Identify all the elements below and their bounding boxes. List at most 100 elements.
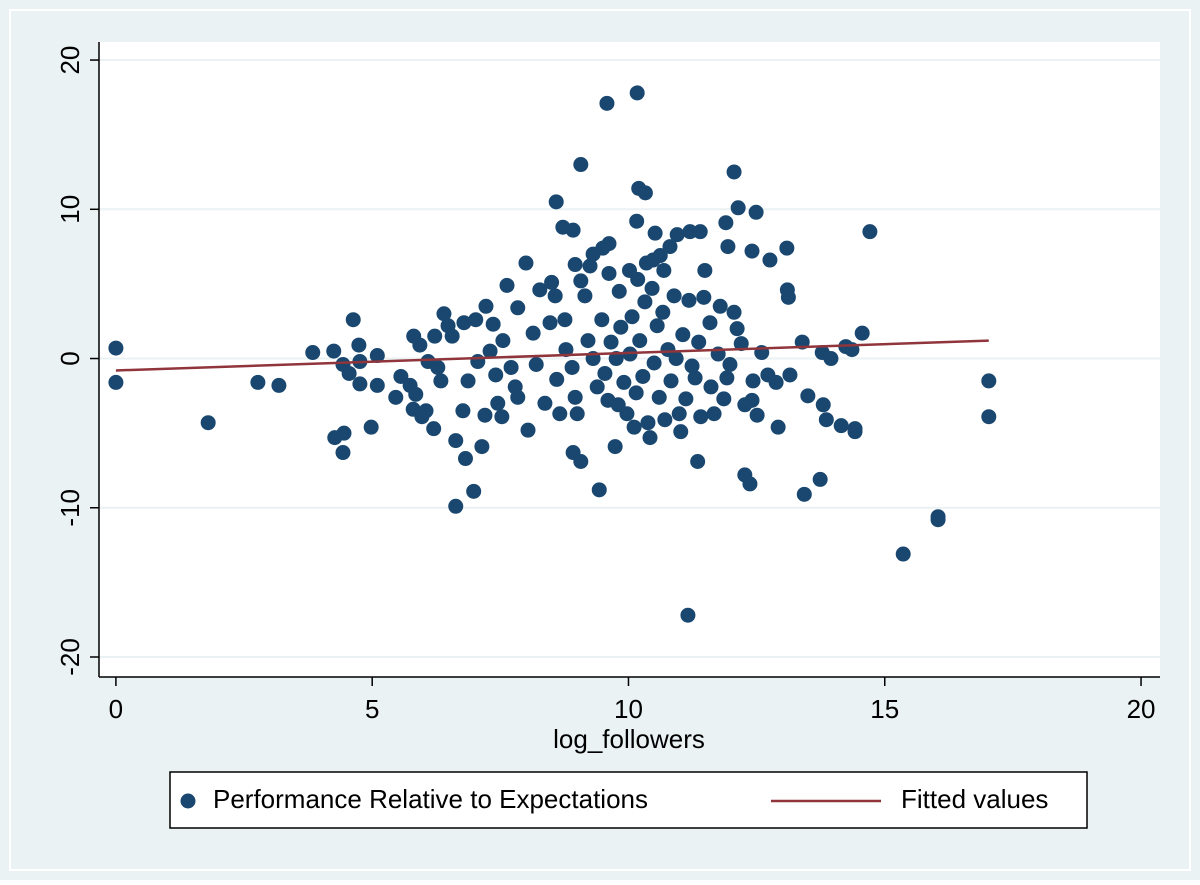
point	[108, 340, 124, 356]
point	[684, 358, 700, 374]
point	[250, 374, 266, 390]
point	[599, 95, 615, 111]
point	[818, 412, 834, 428]
point	[663, 373, 679, 389]
point	[466, 483, 482, 499]
point	[780, 289, 796, 305]
point	[619, 406, 635, 422]
y-tick-label: 0	[55, 351, 85, 365]
point	[668, 351, 684, 367]
point	[580, 333, 596, 349]
point	[768, 374, 784, 390]
y-tick-label: 10	[55, 195, 85, 224]
point	[495, 333, 511, 349]
point	[716, 391, 732, 407]
point	[782, 367, 798, 383]
point	[433, 373, 449, 389]
point	[607, 439, 623, 455]
point	[981, 409, 997, 425]
point	[488, 367, 504, 383]
point	[460, 373, 476, 389]
point	[655, 304, 671, 320]
point	[363, 419, 379, 435]
legend	[169, 771, 1088, 829]
point	[352, 376, 368, 392]
legend-label: Performance Relative to Expectations	[213, 784, 648, 814]
point	[418, 403, 434, 419]
point	[305, 345, 321, 361]
point	[591, 482, 607, 498]
point	[613, 319, 629, 335]
point	[573, 157, 589, 173]
point	[638, 255, 654, 271]
point	[720, 239, 736, 255]
point	[647, 225, 663, 241]
point	[393, 368, 409, 384]
point	[718, 215, 734, 231]
point	[427, 328, 443, 344]
point	[642, 430, 658, 446]
legend-items: Performance Relative to Expectations Fitt…	[180, 784, 1048, 814]
point	[369, 377, 385, 393]
point	[388, 389, 404, 405]
point	[601, 265, 617, 281]
point	[490, 395, 506, 411]
point	[582, 258, 598, 274]
point	[444, 328, 460, 344]
point	[616, 374, 632, 390]
point	[470, 354, 486, 370]
point	[737, 397, 753, 413]
point	[528, 356, 544, 372]
point	[412, 337, 428, 353]
point	[762, 252, 778, 268]
point	[485, 316, 501, 332]
point	[611, 283, 627, 299]
point	[603, 334, 619, 350]
point	[703, 379, 719, 395]
point	[520, 422, 536, 438]
point	[474, 439, 490, 455]
point	[589, 379, 605, 395]
point	[518, 255, 534, 271]
point	[510, 389, 526, 405]
point	[656, 262, 672, 278]
point	[640, 415, 656, 431]
point	[632, 333, 648, 349]
point	[651, 389, 667, 405]
point	[510, 300, 526, 316]
point	[681, 292, 697, 308]
x-tick-label: 5	[365, 694, 379, 724]
point	[468, 312, 484, 328]
point	[573, 273, 589, 289]
point	[503, 359, 519, 375]
fitted-line	[115, 339, 989, 372]
point	[693, 409, 709, 425]
point	[687, 370, 703, 386]
point	[426, 421, 442, 437]
point	[597, 365, 613, 381]
point	[629, 85, 645, 101]
point	[542, 315, 558, 331]
point	[569, 406, 585, 422]
point	[351, 337, 367, 353]
point	[854, 325, 870, 341]
y-tick-label: 20	[55, 46, 85, 75]
y-tick-label: -20	[55, 638, 85, 676]
axes: -20 -10 0 10 20 0 5 10 15 20	[55, 42, 1160, 724]
point	[726, 164, 742, 180]
point	[652, 248, 668, 264]
point	[671, 406, 687, 422]
point	[552, 406, 568, 422]
point	[669, 227, 685, 243]
point	[271, 377, 287, 393]
point	[635, 368, 651, 384]
point	[749, 407, 765, 423]
x-axis-title: log_followers	[553, 724, 705, 754]
point	[628, 385, 644, 401]
point	[678, 391, 694, 407]
point	[326, 343, 342, 359]
point	[744, 243, 760, 259]
point	[547, 288, 563, 304]
point	[733, 336, 749, 352]
point	[629, 213, 645, 229]
